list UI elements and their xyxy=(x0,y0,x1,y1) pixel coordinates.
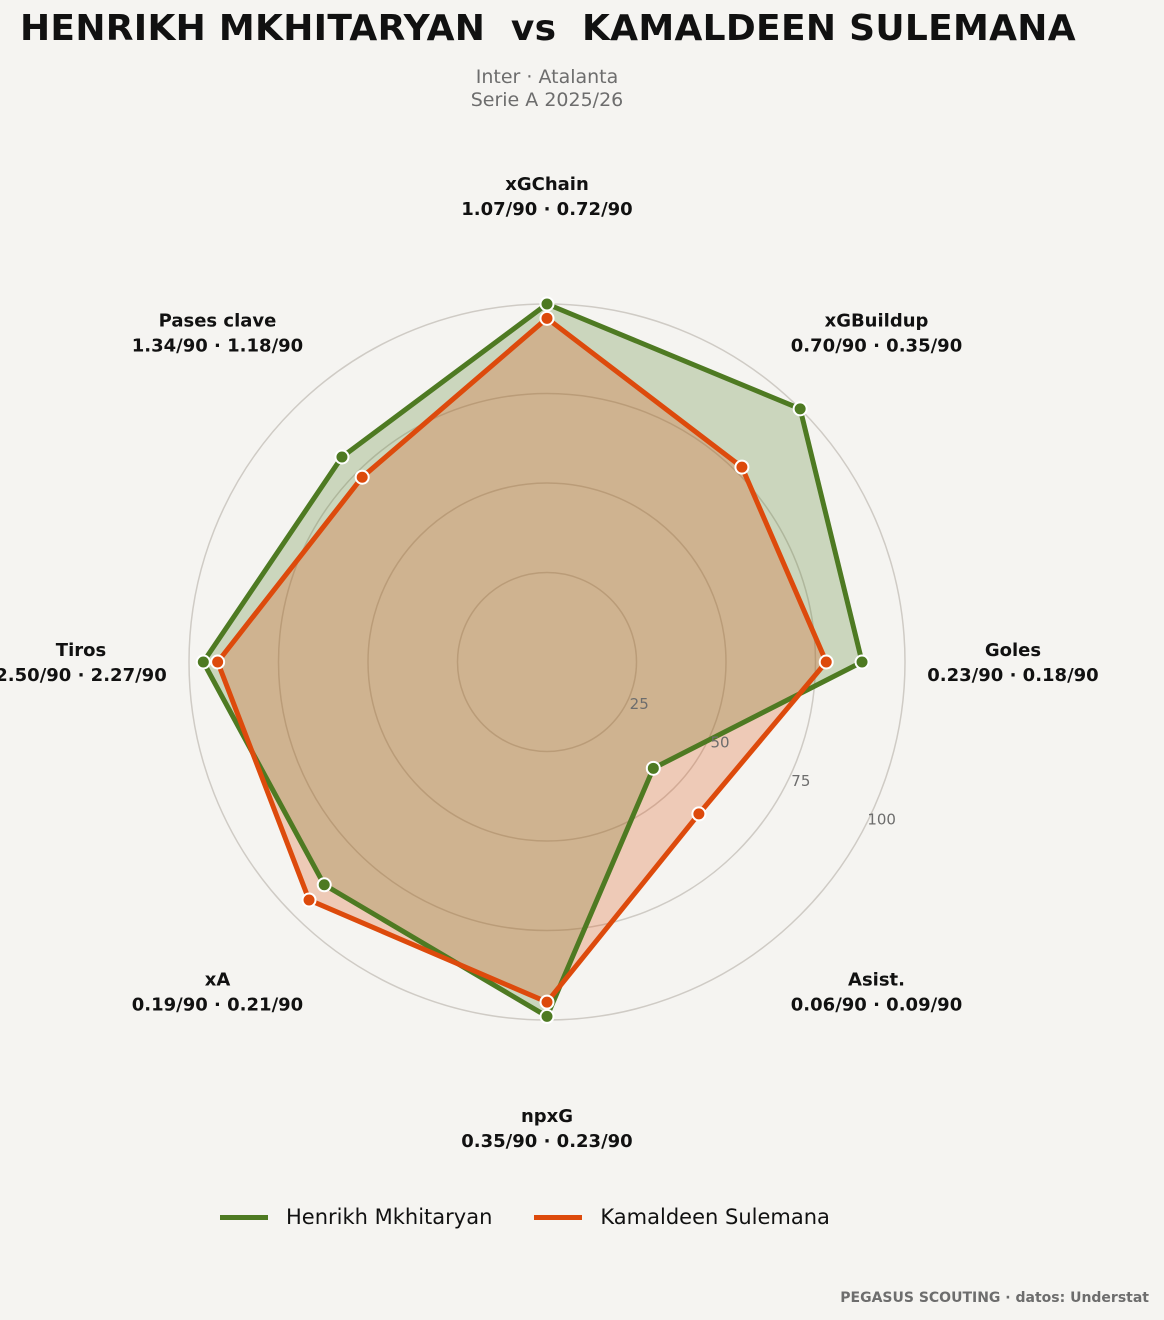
series-point-2-4 xyxy=(691,806,707,822)
axis-name-4: Asist. xyxy=(848,970,905,991)
axis-label-5: npxG 0.35/90 · 0.23/90 xyxy=(461,1106,632,1152)
radial-tick-75: 75 xyxy=(791,772,810,790)
radar-axis-labels: 25 50 75 100 xGChain 1.07/90 · 0.72/90 xGBuild… xyxy=(0,174,1099,1152)
legend-label-player1: Henrikh Mkhitaryan xyxy=(286,1205,493,1229)
chart-title: HENRIKH MKHITARYAN vs KAMALDEEN SULEMANA xyxy=(20,8,1076,49)
axis-name-1: xGChain xyxy=(505,174,589,195)
legend-swatch-player1 xyxy=(220,1214,268,1220)
axis-values-1: 1.07/90 · 0.72/90 xyxy=(461,199,632,220)
axis-values-5: 0.35/90 · 0.23/90 xyxy=(461,1131,632,1152)
grid-circle-75 xyxy=(277,392,817,932)
series-fill-1 xyxy=(203,304,863,1017)
axis-name-3: Goles xyxy=(985,640,1041,661)
footer-credit: PEGASUS SCOUTING · datos: Understat xyxy=(840,1290,1149,1306)
series-point-1-2 xyxy=(792,401,808,417)
series-point-2-6 xyxy=(301,892,317,908)
axis-values-4: 0.06/90 · 0.09/90 xyxy=(791,995,962,1016)
axis-values-8: 1.34/90 · 1.18/90 xyxy=(132,335,303,356)
radial-tick-25: 25 xyxy=(630,695,649,713)
series-point-1-6 xyxy=(316,877,332,893)
axis-name-6: xA xyxy=(205,970,231,991)
chart-subtitle-season: Serie A 2025/26 xyxy=(470,89,624,111)
series-point-2-3 xyxy=(818,654,834,670)
series-point-1-3 xyxy=(854,654,870,670)
chart-legend: Henrikh Mkhitaryan Kamaldeen Sulemana xyxy=(220,1205,872,1229)
axis-label-2: xGBuildup 0.70/90 · 0.35/90 xyxy=(791,310,962,356)
legend-item-player1: Henrikh Mkhitaryan xyxy=(220,1205,492,1229)
series-point-2-7 xyxy=(210,654,226,670)
radar-chart: 25 50 75 100 xGChain 1.07/90 · 0.72/90 xGBuild… xyxy=(0,174,1099,1152)
axis-name-2: xGBuildup xyxy=(825,310,929,331)
series-fill-2 xyxy=(217,318,827,1003)
legend-item-player2: Kamaldeen Sulemana xyxy=(534,1205,830,1229)
axis-label-1: xGChain 1.07/90 · 0.72/90 xyxy=(461,174,632,220)
axis-label-4: Asist. 0.06/90 · 0.09/90 xyxy=(791,970,962,1016)
series-point-1-4 xyxy=(645,760,661,776)
axis-values-7: 2.50/90 · 2.27/90 xyxy=(0,665,167,686)
axis-name-5: npxG xyxy=(521,1106,573,1127)
radar-series xyxy=(195,296,870,1024)
axis-values-3: 0.23/90 · 0.18/90 xyxy=(927,665,1098,686)
radial-tick-100: 100 xyxy=(867,810,896,828)
axis-label-7: Tiros 2.50/90 · 2.27/90 xyxy=(0,640,167,686)
chart-subtitle-teams: Inter · Atalanta xyxy=(475,66,619,88)
series-point-1-1 xyxy=(539,296,555,312)
series-point-2-5 xyxy=(539,994,555,1010)
series-point-1-7 xyxy=(195,654,211,670)
axis-name-8: Pases clave xyxy=(159,310,277,331)
axis-values-2: 0.70/90 · 0.35/90 xyxy=(791,335,962,356)
series-point-1-5 xyxy=(539,1008,555,1024)
series-point-2-1 xyxy=(539,310,555,326)
series-point-2-2 xyxy=(734,459,750,475)
axis-values-6: 0.19/90 · 0.21/90 xyxy=(132,995,303,1016)
grid-circle-50 xyxy=(367,482,727,842)
axis-label-3: Goles 0.23/90 · 0.18/90 xyxy=(927,640,1098,686)
legend-label-player2: Kamaldeen Sulemana xyxy=(600,1205,830,1229)
axis-label-6: xA 0.19/90 · 0.21/90 xyxy=(132,970,303,1016)
radial-tick-50: 50 xyxy=(710,734,729,752)
axis-name-7: Tiros xyxy=(56,640,106,661)
legend-swatch-player2 xyxy=(534,1214,583,1220)
series-point-2-8 xyxy=(354,469,370,485)
series-point-1-8 xyxy=(334,449,350,465)
grid-circle-25 xyxy=(456,571,638,753)
axis-label-8: Pases clave 1.34/90 · 1.18/90 xyxy=(132,310,303,356)
